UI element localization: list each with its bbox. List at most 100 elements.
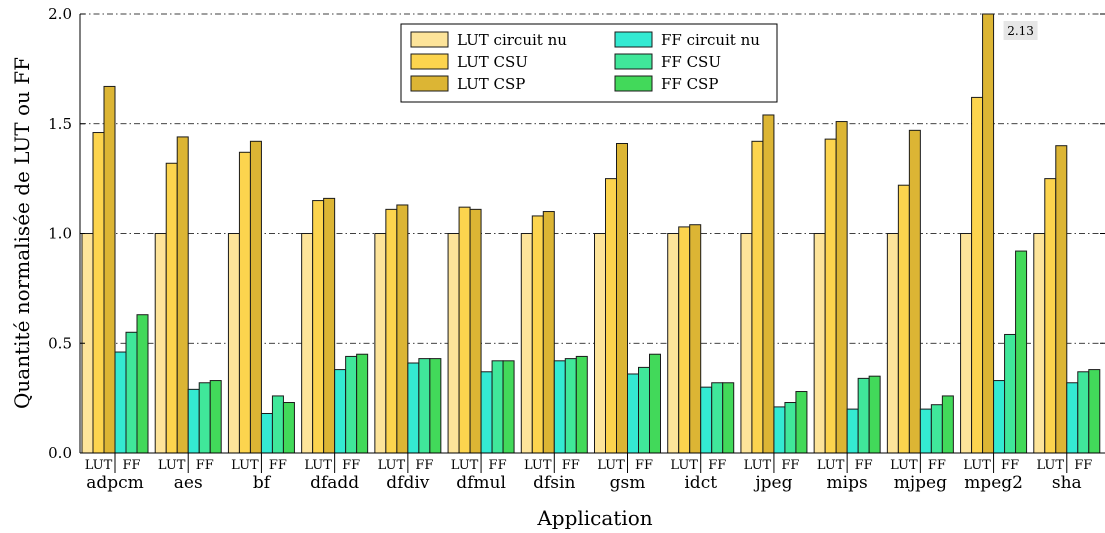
bar [908, 129, 921, 454]
bar [564, 358, 577, 454]
bar [209, 380, 222, 454]
bar [356, 353, 369, 454]
bar [385, 208, 398, 454]
bar [418, 358, 431, 454]
group-label-ff: FF [489, 458, 507, 473]
bar [971, 96, 984, 454]
group-label-lut: LUT [744, 458, 772, 473]
bar [941, 395, 954, 454]
bar [594, 233, 606, 454]
group-label-ff: FF [415, 458, 433, 473]
bar [678, 226, 691, 454]
bar [396, 204, 409, 454]
bar [711, 382, 724, 454]
category-label: idct [684, 473, 717, 493]
bar [868, 375, 881, 454]
group-label-lut: LUT [158, 458, 186, 473]
y-tick-label: 1.5 [48, 115, 72, 133]
legend-label: FF circuit nu [661, 31, 760, 49]
category-label: aes [174, 473, 203, 493]
bar [575, 355, 588, 454]
bar [960, 233, 973, 454]
group-label-ff: FF [928, 458, 946, 473]
bar [334, 369, 347, 454]
y-tick-label: 0.5 [48, 334, 72, 352]
bar [616, 143, 628, 454]
bar [480, 371, 493, 454]
bar [312, 200, 325, 454]
group-label-lut: LUT [1037, 458, 1065, 473]
bar [531, 215, 544, 454]
bar [846, 408, 859, 454]
bar [1004, 333, 1017, 454]
x-axis-title: Application [536, 506, 652, 530]
group-label-ff: FF [269, 458, 287, 473]
bar [886, 233, 899, 454]
category-label: mjpeg [894, 473, 947, 493]
category-label: jpeg [753, 473, 792, 493]
bar [740, 233, 753, 454]
bar [165, 162, 178, 454]
bar [520, 233, 533, 454]
bar [930, 404, 943, 454]
axes-layer [79, 13, 1105, 473]
group-label-lut: LUT [85, 458, 113, 473]
category-label: dfdiv [386, 473, 429, 493]
bar [114, 351, 127, 454]
bar [469, 208, 482, 454]
y-tick-label: 1.0 [48, 225, 72, 243]
category-label: dfmul [456, 473, 506, 493]
group-label-lut: LUT [670, 458, 698, 473]
group-label-ff: FF [122, 458, 140, 473]
group-label-ff: FF [1074, 458, 1092, 473]
group-label-lut: LUT [378, 458, 406, 473]
group-label-ff: FF [781, 458, 799, 473]
bar [136, 314, 149, 454]
bar [1066, 382, 1079, 454]
y-axis-title: Quantité normalisée de LUT ou FF [10, 57, 34, 409]
bar [993, 380, 1006, 454]
legend-swatch [410, 53, 449, 70]
bar [301, 233, 314, 454]
legend-label: LUT CSU [457, 53, 528, 71]
category-label: dfadd [310, 473, 359, 493]
group-label-lut: LUT [304, 458, 332, 473]
bar [824, 138, 837, 454]
category-label: sha [1052, 473, 1082, 493]
legend-label: LUT circuit nu [457, 31, 567, 49]
category-label: mips [827, 473, 868, 493]
bar [125, 331, 138, 454]
group-label-lut: LUT [524, 458, 552, 473]
bar [897, 184, 910, 454]
bar [649, 353, 661, 454]
bar [271, 395, 284, 454]
group-label-ff: FF [708, 458, 726, 473]
bar [429, 358, 442, 454]
bar [502, 360, 515, 454]
bar [176, 136, 189, 454]
bar [762, 114, 775, 454]
bar [553, 360, 566, 454]
bar [795, 391, 808, 454]
bar [919, 408, 932, 454]
category-label: gsm [610, 473, 646, 493]
group-label-lut: LUT [963, 458, 991, 473]
group-label-ff: FF [196, 458, 214, 473]
group-label-ff: FF [635, 458, 653, 473]
bar [1044, 178, 1057, 454]
y-tick-label: 2.0 [48, 5, 72, 23]
annotation-box [1003, 21, 1038, 40]
legend-swatch [410, 31, 449, 48]
group-label-ff: FF [562, 458, 580, 473]
group-label-ff: FF [342, 458, 360, 473]
bar [813, 233, 826, 454]
bar [1055, 145, 1068, 454]
bar [282, 402, 295, 454]
category-label: dfsin [533, 473, 575, 493]
bar [1088, 369, 1101, 454]
bar [374, 233, 387, 454]
category-label: adpcm [86, 473, 144, 493]
legend-swatch [614, 53, 653, 70]
